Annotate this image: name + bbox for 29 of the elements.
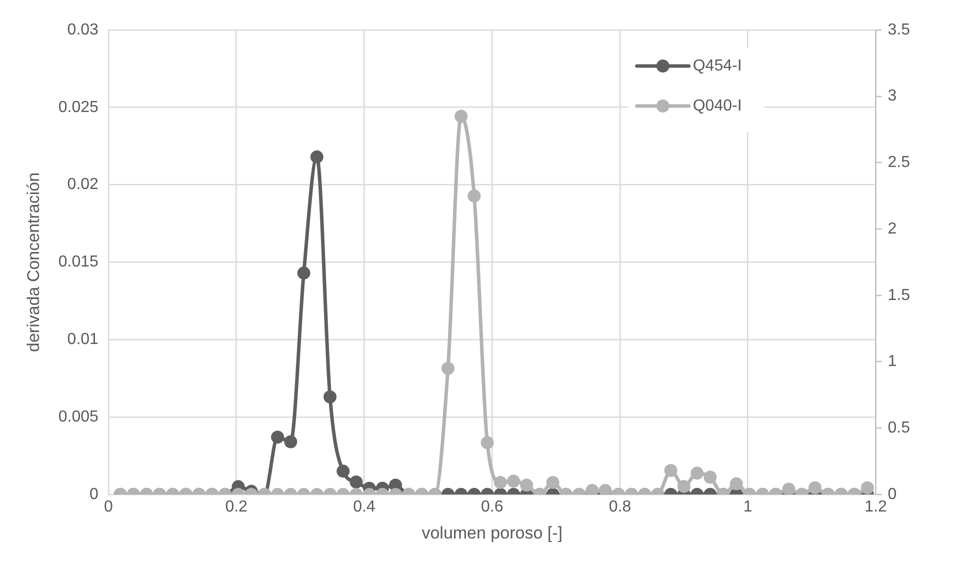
x-tick-label: 1 [743, 498, 752, 516]
y2-tick-label: 1 [888, 353, 897, 370]
x-tick-label: 0.6 [480, 498, 504, 516]
point [297, 266, 310, 280]
x-tick-label: 0.2 [225, 498, 248, 516]
y-tick-label: 0.01 [67, 331, 99, 348]
legend-label: Q454-I [692, 57, 742, 74]
y-axis-title: derivada Concentración [24, 172, 43, 352]
x-tick-label: 1.2 [864, 498, 887, 516]
point [468, 189, 481, 202]
point [454, 110, 468, 123]
x-tick-label: 0.4 [353, 498, 376, 516]
y-tick-label: 0.02 [67, 176, 99, 194]
legend-label: Q040-I [692, 97, 742, 114]
y2-tick-label: 1.5 [888, 286, 910, 304]
y-tick-label: 0.015 [58, 254, 99, 271]
y-tick-label: 0.025 [58, 98, 99, 116]
y-tick-label: 0 [90, 486, 99, 503]
y-tick-label: 0.03 [67, 21, 99, 38]
x-tick-label: 0 [104, 498, 113, 516]
y2-tick-label: 0 [888, 486, 897, 503]
y-tick-label: 0.005 [58, 408, 99, 426]
x-tick-label: 0.8 [608, 498, 632, 516]
x-axis-title: volumen poroso [-] [422, 523, 562, 542]
y2-tick-label: 3.5 [888, 21, 910, 38]
y2-tick-label: 2 [888, 220, 897, 238]
y2-tick-label: 0.5 [888, 419, 910, 436]
y2-tick-label: 3 [888, 88, 897, 105]
y2-tick-label: 2.5 [888, 154, 910, 172]
